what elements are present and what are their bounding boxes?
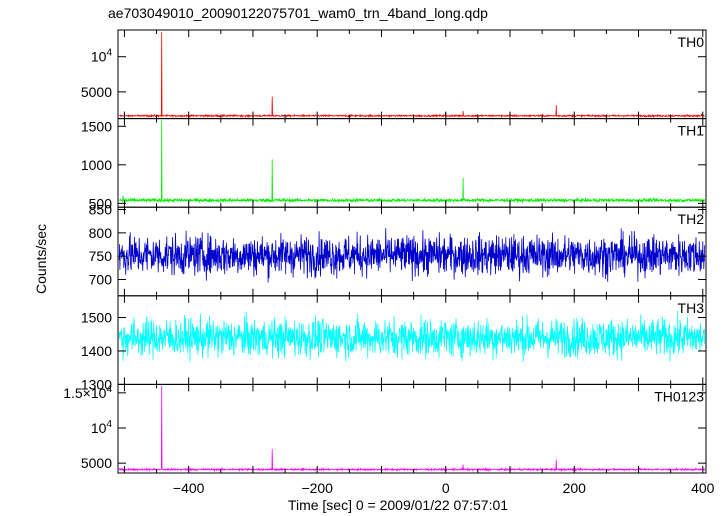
panel-frame bbox=[117, 383, 707, 474]
panel-th0: 5000 104 TH0 bbox=[81, 29, 707, 120]
panel-label: TH0 bbox=[678, 34, 705, 50]
panel-th0123: 5000 104 1.5×104 TH0123 bbox=[63, 383, 707, 474]
series-line-th0123 bbox=[118, 385, 706, 473]
y-axis-title: Counts/sec bbox=[33, 224, 49, 294]
series-line-th2 bbox=[118, 228, 706, 283]
panel-label: TH2 bbox=[678, 211, 705, 227]
panel-label: TH0123 bbox=[654, 388, 704, 404]
y-tick-label: 700 bbox=[89, 271, 113, 287]
chart-title: ae703049010_20090122075701_wam0_trn_4ban… bbox=[108, 5, 488, 21]
panel-frame bbox=[117, 29, 707, 120]
panel-frame bbox=[117, 118, 707, 208]
x-tick-label: −200 bbox=[301, 480, 333, 496]
y-tick-label: 104 bbox=[91, 419, 113, 436]
y-tick-label: 750 bbox=[89, 248, 113, 264]
series-line-th3 bbox=[118, 310, 706, 363]
panel-label: TH3 bbox=[678, 300, 705, 316]
panel-th3: 1300 1400 1500 TH3 bbox=[81, 295, 707, 392]
y-tick-label: 1000 bbox=[81, 157, 112, 173]
y-tick-label: 5000 bbox=[81, 455, 112, 471]
y-tick-label: 850 bbox=[89, 202, 113, 218]
x-tick-label: −400 bbox=[173, 480, 205, 496]
panel-label: TH1 bbox=[678, 123, 705, 139]
x-tick-label: 0 bbox=[442, 480, 450, 496]
y-tick-label: 5000 bbox=[81, 84, 112, 100]
y-tick-label: 104 bbox=[91, 48, 113, 65]
panel-th1: 500 1000 1500 TH1 bbox=[81, 118, 707, 211]
panel-group: 5000 104 TH0 500 1000 1500 TH1 700 750 800 850 TH2 1… bbox=[63, 29, 715, 496]
y-tick-label: 1400 bbox=[81, 343, 112, 359]
y-tick-label: 1500 bbox=[81, 118, 112, 134]
panel-th2: 700 750 800 850 TH2 bbox=[89, 202, 707, 297]
y-tick-label: 500 bbox=[89, 195, 113, 211]
x-tick-label: 400 bbox=[691, 480, 715, 496]
y-tick-label: 1300 bbox=[81, 376, 112, 392]
y-tick-label: 1.5×104 bbox=[63, 384, 112, 401]
series-line-th0 bbox=[119, 32, 705, 119]
y-tick-label: 800 bbox=[89, 225, 113, 241]
y-tick-label: 1500 bbox=[81, 310, 112, 326]
x-axis-title: Time [sec] 0 = 2009/01/22 07:57:01 bbox=[288, 497, 508, 513]
series-line-th1 bbox=[119, 120, 706, 204]
x-tick-label: 200 bbox=[563, 480, 587, 496]
